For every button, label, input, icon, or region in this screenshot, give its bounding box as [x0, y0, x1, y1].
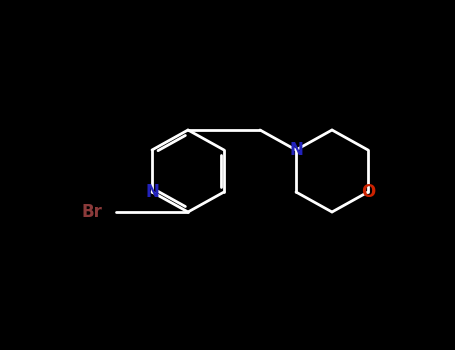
Text: O: O [361, 183, 375, 201]
Text: N: N [145, 183, 159, 201]
Text: N: N [289, 141, 303, 159]
Text: Br: Br [81, 203, 102, 221]
